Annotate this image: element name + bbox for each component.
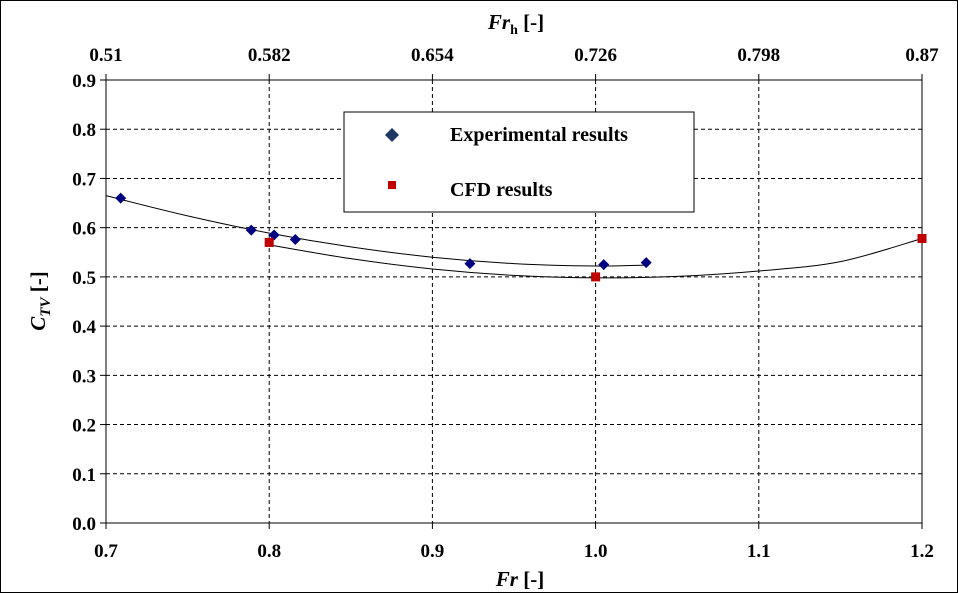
experimental-point	[245, 224, 257, 236]
cfd-point	[591, 272, 601, 282]
y-tick-label: 0.4	[72, 317, 96, 338]
legend: Experimental results CFD results	[343, 111, 695, 213]
experimental-point	[268, 229, 280, 241]
y-tick-label: 0.3	[72, 366, 96, 387]
legend-diamond-icon	[385, 128, 399, 142]
axes	[100, 74, 923, 529]
y-tick-label: 0.6	[72, 219, 96, 240]
experimental-trend-line	[105, 195, 647, 267]
legend-square-icon	[388, 181, 396, 189]
experimental-point	[598, 259, 610, 271]
x-tick-label: 1.2	[910, 541, 934, 562]
x2-tick-label: 0.798	[737, 45, 780, 66]
x2-tick-label: 0.654	[411, 45, 454, 66]
y-axis-title: CTV [-]	[26, 271, 54, 330]
y-tick-label: 0.2	[72, 416, 96, 437]
x-axis-title: Fr [-]	[495, 567, 544, 591]
x2-axis-title: Frh [-]	[487, 10, 544, 38]
experimental-point	[464, 258, 476, 270]
x2-tick-label: 0.726	[574, 45, 617, 66]
y-tick-label: 0.7	[72, 169, 96, 190]
experimental-point	[640, 257, 652, 269]
x-tick-label: 0.9	[421, 541, 445, 562]
x-tick-label: 1.0	[584, 541, 608, 562]
cfd-point	[917, 233, 927, 243]
y-tick-label: 0.0	[72, 514, 96, 535]
legend-box	[343, 111, 695, 213]
experimental-point	[115, 192, 127, 204]
data-points	[115, 192, 927, 282]
x-tick-label: 0.8	[257, 541, 281, 562]
x2-tick-label: 0.582	[248, 45, 291, 66]
x2-tick-label: 0.87	[905, 45, 939, 66]
x2-tick-label: 0.51	[89, 45, 122, 66]
legend-label-cfd: CFD results	[450, 179, 553, 201]
legend-label-experimental: Experimental results	[450, 124, 628, 146]
cfd-point	[264, 237, 274, 247]
x-tick-label: 0.7	[94, 541, 118, 562]
tick-labels: 0.0 0.1 0.2 0.3 0.4 0.5 0.6 0.7 0.8 0.9 0.7 0.51 0.8…	[72, 45, 939, 562]
experimental-point	[289, 233, 301, 245]
y-tick-label: 0.1	[72, 465, 96, 486]
x-tick-label: 1.1	[747, 541, 771, 562]
y-tick-label: 0.9	[72, 71, 96, 92]
y-tick-label: 0.5	[72, 268, 96, 289]
y-tick-label: 0.8	[72, 120, 96, 141]
plot-area-border	[105, 79, 923, 524]
